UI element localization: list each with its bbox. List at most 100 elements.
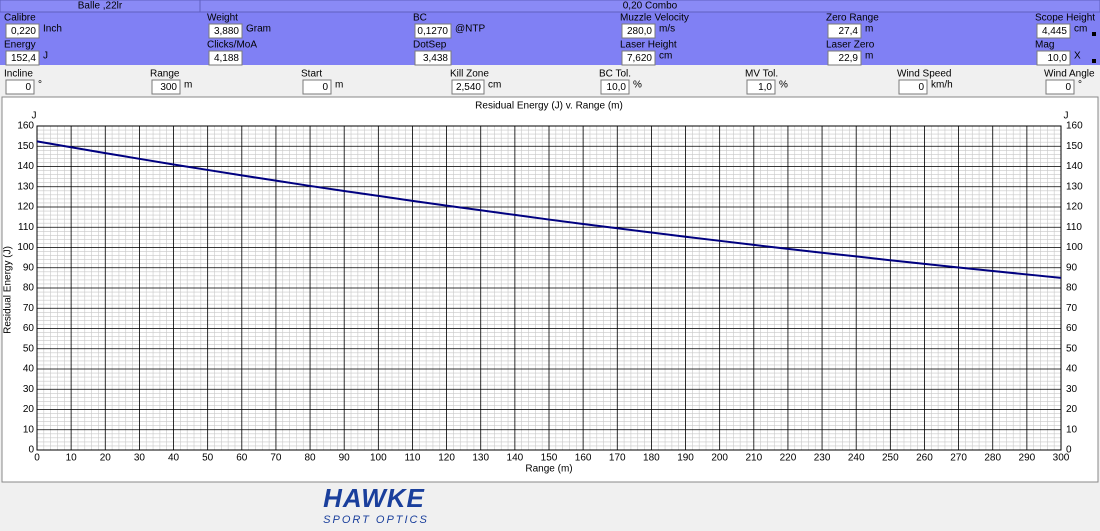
x-tick-label: 190 — [677, 453, 694, 464]
field-input[interactable] — [600, 79, 630, 95]
field-value: 0,1270 — [417, 26, 448, 37]
field-label: Calibre — [4, 13, 36, 24]
field-unit: % — [779, 80, 788, 91]
field-input[interactable] — [208, 23, 243, 39]
field-value: 0 — [918, 82, 924, 93]
field-value: 0 — [25, 82, 31, 93]
x-tick-label: 90 — [339, 453, 351, 464]
x-tick-label: 60 — [236, 453, 248, 464]
field-unit: Gram — [246, 24, 271, 35]
field-input[interactable] — [208, 50, 243, 66]
field-value: 27,4 — [839, 26, 859, 37]
x-tick-label: 80 — [305, 453, 317, 464]
x-tick-label: 100 — [370, 453, 387, 464]
field-unit: Inch — [43, 24, 62, 35]
x-tick-label: 250 — [882, 453, 899, 464]
field-input[interactable] — [414, 50, 452, 66]
field-label: Laser Height — [620, 40, 677, 51]
field-unit: m — [865, 51, 873, 62]
y2-tick-label: 150 — [1066, 141, 1083, 152]
field-input[interactable] — [827, 23, 862, 39]
y-tick-label: 30 — [23, 384, 35, 395]
field-label: BC — [413, 13, 427, 24]
y-axis-label: Residual Energy (J) — [3, 246, 14, 334]
x-tick-label: 120 — [438, 453, 455, 464]
x-tick-label: 180 — [643, 453, 660, 464]
field-value: 3,438 — [423, 53, 448, 64]
field-input[interactable] — [414, 23, 452, 39]
y2-tick-label: 120 — [1066, 202, 1083, 213]
field-input[interactable] — [302, 79, 332, 95]
y2-tick-label: 60 — [1066, 323, 1078, 334]
field-input[interactable] — [746, 79, 776, 95]
y2-tick-label: 160 — [1066, 121, 1083, 132]
y-tick-label: 50 — [23, 343, 35, 354]
y-tick-label: 70 — [23, 303, 35, 314]
y2-tick-label: 30 — [1066, 384, 1078, 395]
y-tick-label: 10 — [23, 424, 35, 435]
field-value: 0,220 — [11, 26, 36, 37]
x-tick-label: 140 — [507, 453, 524, 464]
y-unit: J — [32, 111, 37, 122]
field-unit: m/s — [659, 24, 675, 35]
field-input[interactable] — [1036, 50, 1071, 66]
x-tick-label: 270 — [950, 453, 967, 464]
x-tick-label: 290 — [1019, 453, 1036, 464]
field-value: 152,4 — [11, 53, 36, 64]
y-tick-label: 130 — [17, 181, 34, 192]
field-unit: ° — [1078, 80, 1082, 91]
y2-tick-label: 10 — [1066, 424, 1078, 435]
field-value: 10,0 — [1048, 53, 1068, 64]
field-input[interactable] — [827, 50, 862, 66]
field-label: BC Tol. — [599, 69, 631, 80]
field-input[interactable] — [621, 50, 656, 66]
handle — [1092, 32, 1096, 36]
energy-line — [36, 140, 1062, 279]
field-label: Clicks/MoA — [207, 40, 257, 51]
field-value: 10,0 — [607, 82, 627, 93]
x-tick-label: 260 — [916, 453, 933, 464]
field-input[interactable] — [5, 50, 40, 66]
field-label: Kill Zone — [450, 69, 489, 80]
field-input[interactable] — [1045, 79, 1075, 95]
x-tick-label: 150 — [541, 453, 558, 464]
field-input[interactable] — [5, 23, 40, 39]
field-value: 22,9 — [839, 53, 859, 64]
field-label: Zero Range — [826, 13, 879, 24]
y-tick-label: 60 — [23, 323, 35, 334]
x-tick-label: 0 — [34, 453, 40, 464]
x-axis-label: Range (m) — [525, 464, 572, 475]
y2-tick-label: 100 — [1066, 242, 1083, 253]
field-input[interactable] — [898, 79, 928, 95]
field-input[interactable] — [151, 79, 181, 95]
field-value: 1,0 — [758, 82, 772, 93]
y2-tick-label: 140 — [1066, 161, 1083, 172]
field-input[interactable] — [5, 79, 35, 95]
field-unit: cm — [1074, 24, 1087, 35]
combo-name: 0,20 Combo — [623, 1, 678, 12]
field-unit: X — [1074, 51, 1081, 62]
y-tick-label: 80 — [23, 283, 35, 294]
field-unit: m — [865, 24, 873, 35]
x-tick-label: 170 — [609, 453, 626, 464]
x-tick-label: 20 — [100, 453, 112, 464]
x-tick-label: 10 — [66, 453, 78, 464]
field-input[interactable] — [451, 79, 485, 95]
x-tick-label: 300 — [1053, 453, 1070, 464]
field-value: 300 — [160, 82, 177, 93]
field-value: 0 — [322, 82, 328, 93]
field-value: 280,0 — [627, 26, 652, 37]
field-unit: % — [633, 80, 642, 91]
y2-tick-label: 130 — [1066, 181, 1083, 192]
handle — [1092, 59, 1096, 63]
y-tick-label: 20 — [23, 404, 35, 415]
x-tick-label: 110 — [404, 453, 420, 464]
y-tick-label: 0 — [28, 445, 34, 456]
x-tick-label: 280 — [984, 453, 1001, 464]
field-input[interactable] — [621, 23, 656, 39]
field-input[interactable] — [1036, 23, 1071, 39]
field-unit: @NTP — [455, 24, 485, 35]
y2-tick-label: 0 — [1066, 445, 1072, 456]
x-tick-label: 240 — [848, 453, 865, 464]
x-tick-label: 130 — [472, 453, 489, 464]
